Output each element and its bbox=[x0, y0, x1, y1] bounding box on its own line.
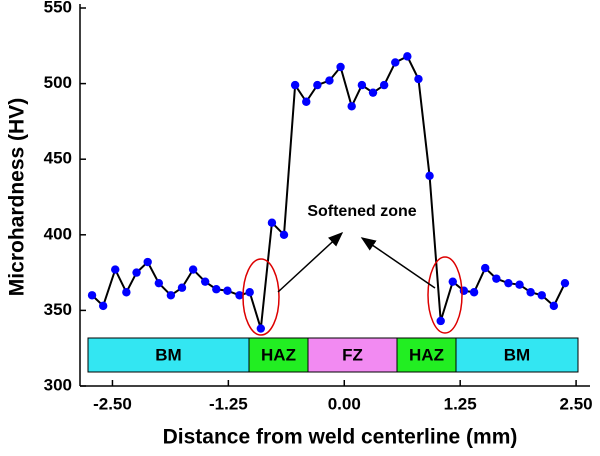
point bbox=[336, 62, 345, 72]
point bbox=[235, 291, 244, 300]
point bbox=[223, 286, 232, 295]
x-axis-label: Distance from weld centerline (mm) bbox=[163, 426, 518, 449]
point bbox=[469, 288, 479, 297]
zone bbox=[307, 337, 398, 373]
highlight bbox=[242, 258, 280, 336]
point bbox=[166, 291, 176, 300]
annotation: Softened zone bbox=[307, 203, 416, 220]
line bbox=[91, 55, 566, 329]
point bbox=[325, 76, 334, 85]
zone bbox=[396, 337, 457, 373]
point bbox=[132, 268, 141, 277]
x-tick-label: -2.50 bbox=[93, 394, 132, 413]
point bbox=[111, 265, 120, 274]
highlight bbox=[427, 256, 463, 334]
point bbox=[425, 171, 434, 181]
point bbox=[154, 278, 164, 288]
zone-label: BM bbox=[155, 345, 181, 364]
zone-label: FZ bbox=[342, 345, 363, 364]
y-tick-label: 400 bbox=[44, 224, 72, 243]
point bbox=[279, 230, 289, 239]
y-axis-label: Microhardness (HV) bbox=[6, 98, 29, 296]
x-tick-label: 1.25 bbox=[444, 394, 477, 413]
y-tick-label: 350 bbox=[44, 300, 72, 319]
point bbox=[212, 285, 221, 294]
point bbox=[357, 80, 367, 90]
point bbox=[143, 257, 152, 267]
point bbox=[492, 274, 501, 283]
point bbox=[122, 288, 131, 297]
point bbox=[515, 280, 524, 289]
point bbox=[177, 283, 187, 292]
point bbox=[302, 97, 311, 106]
point bbox=[313, 80, 322, 90]
point bbox=[87, 291, 97, 300]
zone-label: HAZ bbox=[409, 345, 444, 364]
x-tick-label: 2.50 bbox=[560, 394, 593, 413]
point bbox=[98, 301, 108, 311]
point bbox=[436, 316, 445, 326]
point bbox=[347, 102, 356, 111]
y-tick-label: 450 bbox=[44, 149, 72, 168]
zone bbox=[248, 337, 309, 373]
point bbox=[290, 80, 300, 90]
arrow bbox=[360, 237, 436, 289]
arrow bbox=[277, 231, 344, 293]
point bbox=[414, 74, 423, 84]
point bbox=[504, 278, 513, 288]
point bbox=[379, 80, 389, 90]
point bbox=[448, 277, 457, 286]
y-tick-label: 550 bbox=[44, 0, 72, 16]
point bbox=[459, 286, 469, 295]
point bbox=[526, 288, 535, 297]
point bbox=[403, 52, 412, 61]
point bbox=[537, 291, 546, 300]
zone-label: BM bbox=[504, 345, 530, 364]
point bbox=[245, 288, 254, 297]
x-tick-label: 0.00 bbox=[328, 394, 361, 413]
point bbox=[256, 324, 266, 333]
y-tick-label: 500 bbox=[44, 73, 72, 92]
point bbox=[560, 278, 570, 288]
point bbox=[549, 301, 559, 311]
zone-label: HAZ bbox=[261, 345, 296, 364]
x-tick-label: -1.25 bbox=[209, 394, 248, 413]
point bbox=[188, 265, 198, 274]
zone bbox=[455, 337, 579, 373]
point bbox=[267, 218, 277, 227]
point bbox=[391, 58, 400, 67]
y-tick-label: 300 bbox=[44, 375, 72, 394]
point bbox=[481, 263, 490, 273]
point bbox=[200, 277, 210, 286]
point bbox=[368, 88, 378, 97]
